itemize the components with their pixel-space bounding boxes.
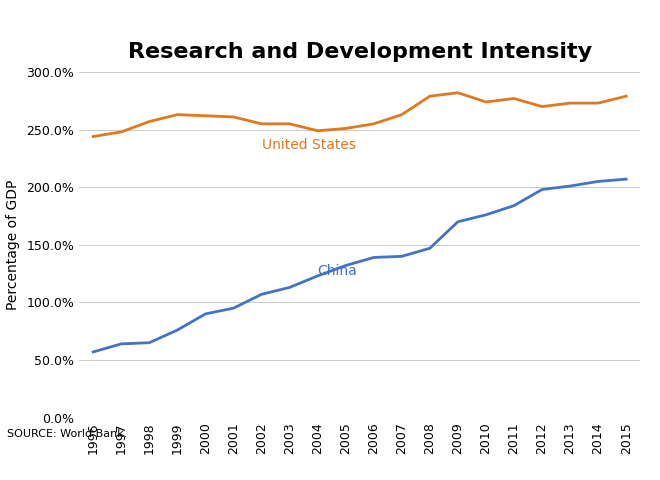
Text: China: China	[317, 264, 357, 278]
Title: Research and Development Intensity: Research and Development Intensity	[127, 42, 592, 62]
Text: F: F	[13, 456, 24, 470]
Text: Federal Reserve Bank: Federal Reserve Bank	[10, 456, 185, 470]
Text: United States: United States	[261, 138, 356, 152]
Text: of: of	[224, 456, 238, 470]
Y-axis label: Percentage of GDP: Percentage of GDP	[5, 180, 20, 310]
Text: St. Louis: St. Louis	[257, 456, 331, 470]
Text: SOURCE: World Bank.: SOURCE: World Bank.	[7, 429, 127, 439]
